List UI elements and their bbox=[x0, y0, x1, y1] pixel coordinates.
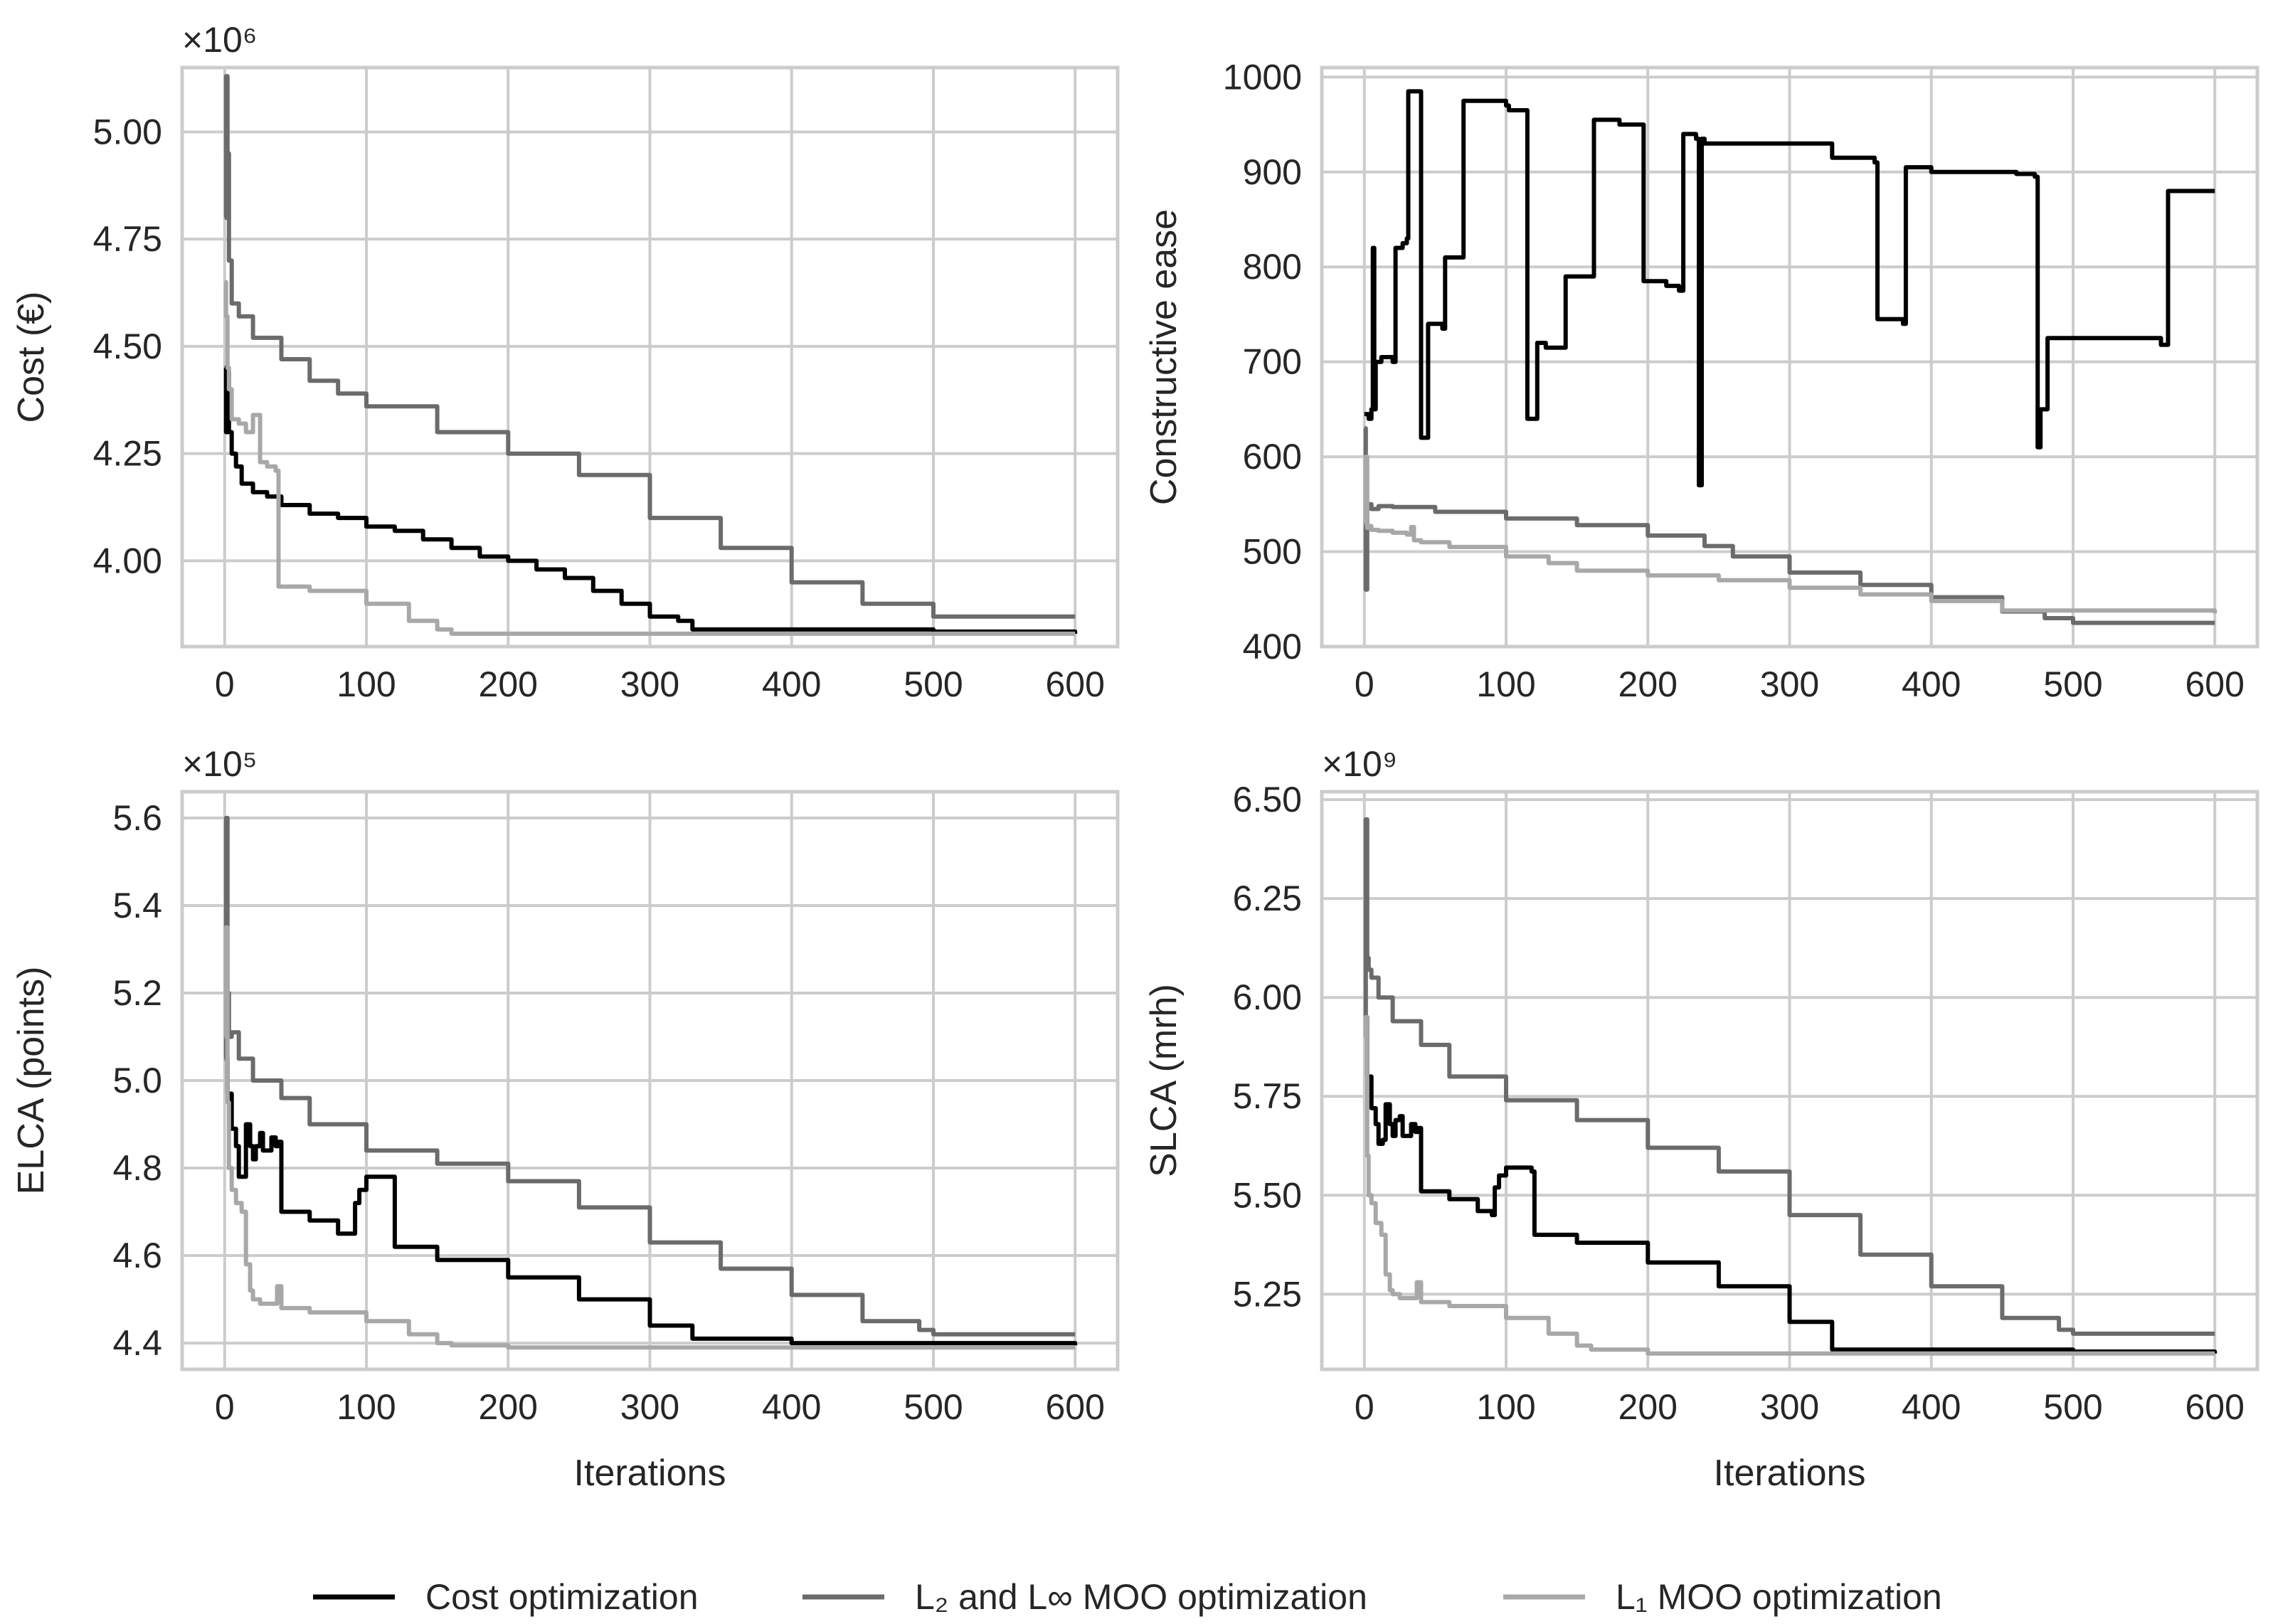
series-line-l1-moo bbox=[223, 925, 1076, 1350]
y-tick-label: 5.75 bbox=[1233, 1076, 1302, 1116]
axes-frame bbox=[1320, 65, 2259, 649]
x-tick-label: 500 bbox=[904, 664, 963, 704]
x-tick-label: 600 bbox=[1046, 1387, 1105, 1427]
series-line-cost bbox=[223, 366, 1078, 634]
y-tick-label: 400 bbox=[1243, 627, 1302, 667]
y-axis-label: Cost (€) bbox=[11, 292, 52, 423]
x-tick-label: 100 bbox=[1476, 664, 1535, 704]
x-tick-label: 100 bbox=[337, 1387, 396, 1427]
series-line-l2-linf-moo bbox=[223, 74, 1076, 619]
series-line-l2-linf-moo bbox=[1363, 817, 2215, 1336]
x-tick-label: 500 bbox=[904, 1387, 963, 1427]
x-tick-label: 200 bbox=[1618, 1387, 1678, 1427]
x-tick-label: 0 bbox=[215, 664, 235, 704]
x-tick-label: 200 bbox=[479, 664, 538, 704]
x-tick-label: 100 bbox=[1476, 1387, 1535, 1427]
y-offset-label: ×10⁶ bbox=[182, 20, 257, 60]
y-tick-label: 4.25 bbox=[93, 434, 162, 474]
series-line-cost bbox=[1364, 1015, 2218, 1354]
chart-panels: 0 100 200 300 400 500 6004.004.254.504.755.00C… bbox=[11, 20, 2259, 1494]
y-tick-label: 5.00 bbox=[93, 112, 162, 152]
panel-1: 0 100 200 300 400 500 600 4.00 4.25 4.50 4.75 5.00 C… bbox=[11, 20, 1120, 704]
axes-frame bbox=[180, 65, 1120, 649]
y-axis-label: Constructive ease bbox=[1143, 209, 1185, 505]
x-tick-label: 300 bbox=[1760, 1387, 1819, 1427]
y-tick-label: 6.00 bbox=[1233, 977, 1302, 1017]
y-tick-label: 4.6 bbox=[112, 1236, 162, 1275]
y-offset-label: ×10⁵ bbox=[182, 744, 258, 784]
axes-frame bbox=[180, 790, 1120, 1371]
series-group bbox=[1363, 89, 2218, 625]
x-tick-label: 400 bbox=[762, 664, 821, 704]
y-tick-label: 4.50 bbox=[93, 327, 162, 366]
x-axis-label: Iterations bbox=[574, 1453, 726, 1494]
series-line-l1-moo bbox=[1363, 455, 2218, 614]
y-tick-label: 900 bbox=[1243, 152, 1302, 192]
y-tick-label: 6.25 bbox=[1233, 879, 1302, 918]
x-tick-label: 200 bbox=[1618, 664, 1678, 704]
y-axis-label: ELCA (points) bbox=[11, 967, 52, 1195]
x-tick-label: 400 bbox=[762, 1387, 821, 1427]
series-group bbox=[223, 815, 1078, 1350]
x-tick-label: 100 bbox=[337, 664, 396, 704]
panel-3: 0 100 200 300 400 500 600 4.4 4.6 4.8 5.0 5.2 5.4 5.6… bbox=[11, 744, 1120, 1494]
legend-label-cost-optimization: Cost optimization bbox=[425, 1577, 699, 1617]
y-tick-label: 5.4 bbox=[112, 886, 162, 925]
y-tick-label: 5.25 bbox=[1233, 1274, 1302, 1314]
grid bbox=[182, 68, 1118, 647]
y-offset-label: ×10⁹ bbox=[1322, 744, 1397, 784]
x-tick-label: 600 bbox=[2185, 1387, 2245, 1427]
y-tick-label: 800 bbox=[1243, 247, 1302, 287]
series-group bbox=[1363, 817, 2218, 1356]
series-line-cost bbox=[224, 1056, 1078, 1346]
x-tick-label: 400 bbox=[1902, 664, 1961, 704]
x-tick-label: 300 bbox=[1760, 664, 1819, 704]
y-tick-label: 600 bbox=[1243, 437, 1302, 477]
series-line-cost bbox=[1364, 89, 2215, 488]
y-tick-label: 4.8 bbox=[112, 1148, 162, 1188]
y-tick-label: 5.50 bbox=[1233, 1175, 1302, 1215]
y-axis-label: SLCA (mrh) bbox=[1143, 984, 1185, 1177]
legend-label-l2-linf-moo: L₂ and L∞ MOO optimization bbox=[915, 1577, 1367, 1617]
x-axis-label: Iterations bbox=[1714, 1453, 1866, 1494]
x-tick-label: 0 bbox=[1355, 1387, 1374, 1427]
x-tick-label: 200 bbox=[479, 1387, 538, 1427]
axes-frame bbox=[1320, 790, 2259, 1371]
x-tick-label: 0 bbox=[1355, 664, 1374, 704]
y-tick-label: 4.75 bbox=[93, 219, 162, 259]
series-line-l1-moo bbox=[1363, 1015, 2215, 1356]
y-tick-label: 5.0 bbox=[112, 1061, 162, 1100]
x-tick-label: 0 bbox=[215, 1387, 235, 1427]
x-tick-label: 300 bbox=[620, 1387, 679, 1427]
grid bbox=[182, 792, 1118, 1369]
x-tick-label: 600 bbox=[2185, 664, 2245, 704]
y-tick-label: 1000 bbox=[1223, 57, 1302, 97]
legend-label-l1-moo: L₁ MOO optimization bbox=[1616, 1577, 1942, 1617]
y-tick-label: 500 bbox=[1243, 532, 1302, 572]
x-tick-label: 500 bbox=[2043, 1387, 2102, 1427]
x-tick-label: 300 bbox=[620, 664, 679, 704]
y-tick-label: 4.00 bbox=[93, 541, 162, 580]
y-tick-label: 6.50 bbox=[1233, 780, 1302, 819]
grid bbox=[1322, 792, 2257, 1369]
x-tick-label: 600 bbox=[1046, 664, 1105, 704]
y-tick-label: 5.2 bbox=[112, 973, 162, 1013]
y-tick-label: 5.6 bbox=[112, 798, 162, 838]
panel-4: 0 100 200 300 400 500 600 5.25 5.50 5.75 6.00 6.25 6… bbox=[1143, 744, 2259, 1494]
series-line-l1-moo bbox=[223, 280, 1076, 636]
panel-2: 0 100 200 300 400 500 600 400 500 600 700 800 900 100… bbox=[1143, 57, 2259, 704]
y-tick-label: 700 bbox=[1243, 342, 1302, 382]
grid bbox=[1322, 68, 2257, 648]
y-tick-label: 4.4 bbox=[112, 1323, 162, 1363]
series-group bbox=[223, 74, 1078, 636]
x-tick-label: 400 bbox=[1902, 1387, 1961, 1427]
legend: Cost optimization L₂ and L∞ MOO optimiza… bbox=[313, 1577, 1942, 1617]
x-tick-label: 500 bbox=[2043, 664, 2102, 704]
